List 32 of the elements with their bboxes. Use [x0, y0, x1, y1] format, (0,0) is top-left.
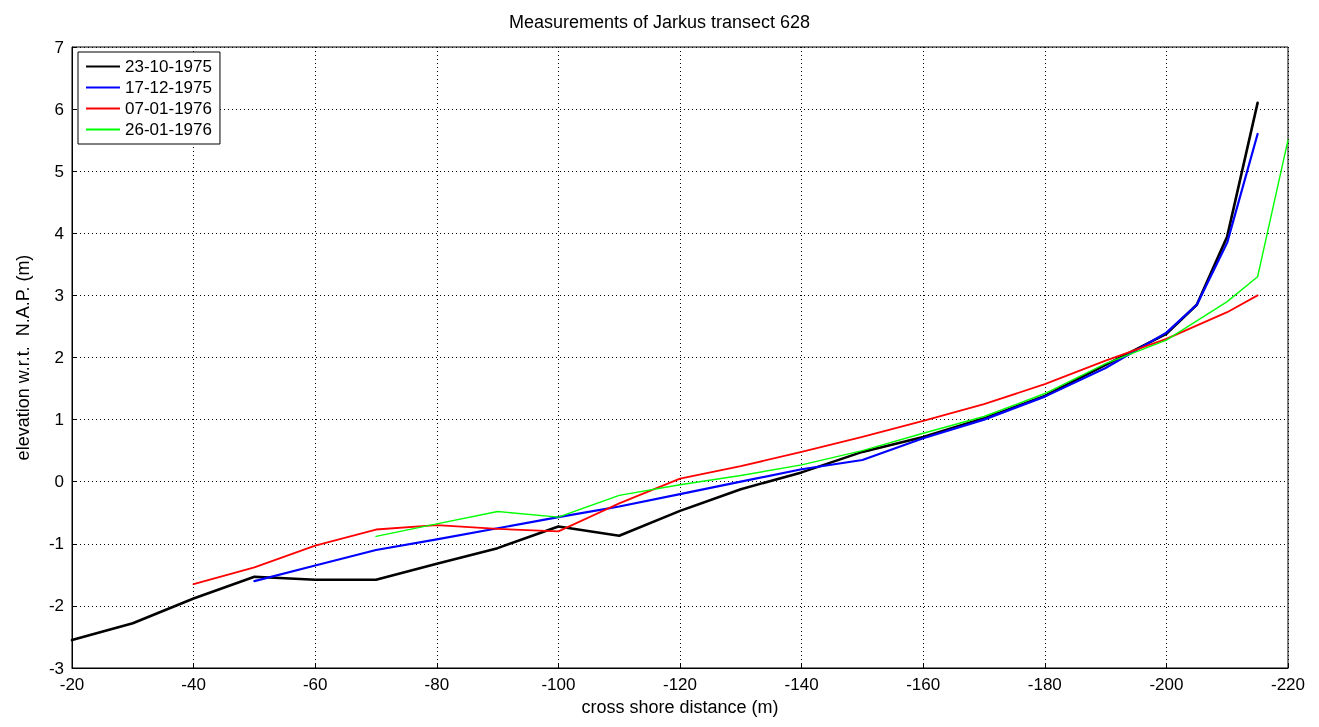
line-series: [192, 294, 1259, 586]
x-tick-label: -120: [662, 675, 698, 694]
y-tick-label: 6: [54, 99, 64, 119]
legend-label: 26-01-1976: [125, 120, 212, 139]
y-tick-label: 2: [54, 348, 64, 367]
y-tick-label: -2: [48, 596, 64, 616]
x-tick-label: -140: [784, 675, 819, 694]
legend-label: 17-12-1975: [125, 78, 212, 97]
y-tick-label: 0: [54, 472, 64, 492]
y-tick-label: -3: [48, 658, 64, 678]
legend-label: 07-01-1976: [125, 99, 212, 118]
y-tick-label: 4: [54, 223, 64, 243]
y-tick-label: 3: [54, 285, 64, 305]
x-tick-label: -220: [1270, 675, 1306, 694]
y-tick-label: 7: [54, 37, 64, 57]
x-tick-label: -80: [424, 675, 450, 694]
chart-title: Measurements of Jarkus transect 628: [508, 12, 811, 32]
x-tick-label: -40: [181, 675, 206, 694]
y-tick-label: 5: [54, 161, 64, 181]
y-axis-title: elevation w.r.t. N.A.P. (m): [13, 254, 33, 461]
legend-label: 23-10-1975: [125, 57, 212, 76]
x-tick-label: -180: [1027, 675, 1062, 694]
line-series: [253, 132, 1259, 583]
y-tick-label: -1: [48, 534, 64, 554]
y-tick-label: 1: [54, 410, 64, 430]
x-tick-label: -60: [302, 675, 328, 694]
x-tick-label: -20: [59, 675, 85, 694]
x-axis-title: cross shore distance (m): [581, 696, 779, 717]
line-series: [375, 139, 1289, 538]
x-tick-label: -100: [541, 675, 576, 694]
x-tick-label: -200: [1149, 675, 1184, 694]
x-tick-label: -160: [906, 675, 941, 694]
